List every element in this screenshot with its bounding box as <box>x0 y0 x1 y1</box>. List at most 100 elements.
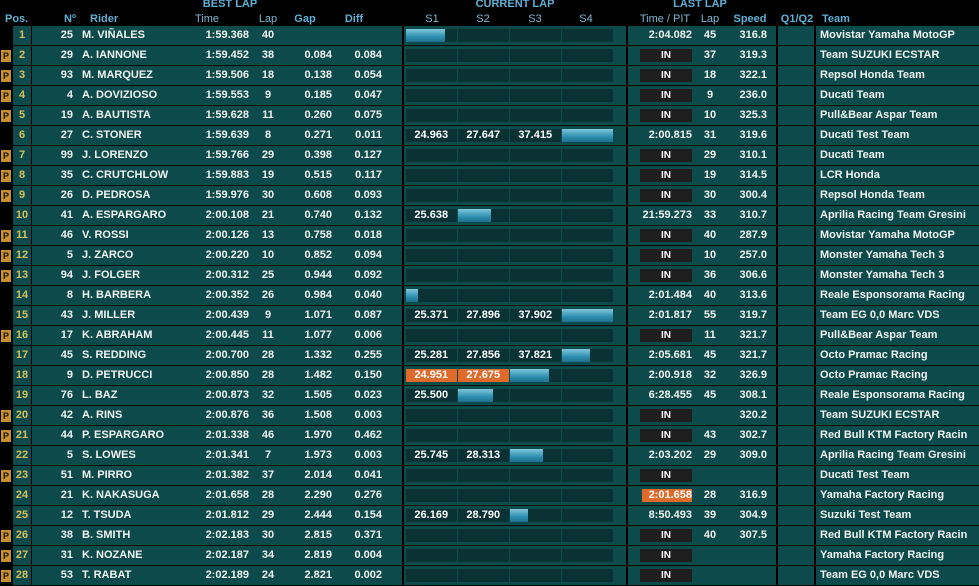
team-cell: Yamaha Factory Racing <box>816 546 979 565</box>
table-row[interactable]: 14 8 H. BARBERA 2:00.352 26 0.984 0.040 2:01.48… <box>0 286 979 306</box>
rider-info-cell: 53 T. RABAT 2:02.189 24 2.821 0.002 <box>32 566 402 585</box>
table-row[interactable]: P 9 26 D. PEDROSA 1:59.976 30 0.608 0.093 IN 30 30… <box>0 186 979 206</box>
table-row[interactable]: P 20 42 A. RINS 2:00.876 36 1.508 0.003 IN 320.2 T… <box>0 406 979 426</box>
sector-2-track <box>458 309 509 322</box>
team-name: Monster Yamaha Tech 3 <box>820 269 945 281</box>
best-lap-number: 24 <box>261 569 275 581</box>
table-row[interactable]: 6 27 C. STONER 1:59.639 8 0.271 0.011 24.963 27.… <box>0 126 979 146</box>
table-row[interactable]: 25 12 T. TSUDA 2:01.812 29 2.444 0.154 26.169 28… <box>0 506 979 526</box>
table-row[interactable]: P 8 35 C. CRUTCHLOW 1:59.883 19 0.515 0.117 IN 19… <box>0 166 979 186</box>
team-name: Pull&Bear Aspar Team <box>820 109 938 121</box>
table-row[interactable]: P 23 51 M. PIRRO 2:01.382 37 2.014 0.041 IN Ducat… <box>0 466 979 486</box>
best-lap-time: 1:59.553 <box>205 89 249 101</box>
table-row[interactable]: 15 43 J. MILLER 2:00.439 9 1.071 0.087 25.371 27… <box>0 306 979 326</box>
last-lap-number <box>698 546 722 565</box>
pit-indicator: P <box>1 470 11 482</box>
gap: 1.482 <box>304 369 332 381</box>
table-row[interactable]: 22 5 S. LOWES 2:01.341 7 1.973 0.003 25.745 28.3… <box>0 446 979 466</box>
table-row[interactable]: P 2 29 A. IANNONE 1:59.452 38 0.084 0.084 IN 37 31… <box>0 46 979 66</box>
table-row[interactable]: P 5 19 A. BAUTISTA 1:59.628 11 0.260 0.075 IN 10 3… <box>0 106 979 126</box>
team-cell: Movistar Yamaha MotoGP <box>816 26 979 45</box>
pit-cell: P <box>0 226 12 245</box>
sector-2-track <box>458 469 509 482</box>
rider-info-cell: 46 V. ROSSI 2:00.126 13 0.758 0.018 <box>32 226 402 245</box>
table-row[interactable]: P 12 5 J. ZARCO 2:00.220 10 0.852 0.094 IN 10 257.… <box>0 246 979 266</box>
table-row[interactable]: 10 41 A. ESPARGARO 2:00.108 21 0.740 0.132 25.6… <box>0 206 979 226</box>
table-row[interactable]: P 13 94 J. FOLGER 2:00.312 25 0.944 0.092 IN 36 30… <box>0 266 979 286</box>
last-lap-cell: IN 320.2 <box>628 406 776 425</box>
table-row[interactable]: 24 21 K. NAKASUGA 2:01.658 28 2.290 0.276 2:01.… <box>0 486 979 506</box>
rider-info-cell: 93 M. MARQUEZ 1:59.506 18 0.138 0.054 <box>32 66 402 85</box>
table-row[interactable]: P 4 4 A. DOVIZIOSO 1:59.553 9 0.185 0.047 IN 9 236… <box>0 86 979 106</box>
q1q2-cell <box>778 126 814 145</box>
rider-number: 51 <box>60 469 73 481</box>
sector-3-time: 37.902 <box>518 309 553 321</box>
q1q2-cell <box>778 246 814 265</box>
in-pit-badge: IN <box>640 409 692 422</box>
last-lap-number: 45 <box>703 29 717 41</box>
rider-info-cell: 76 L. BAZ 2:00.873 32 1.505 0.023 <box>32 386 402 405</box>
last-lap-cell: IN 36 306.6 <box>628 266 776 285</box>
best-lap-time: 1:59.628 <box>205 109 249 121</box>
sector-2-track <box>458 269 509 282</box>
position: 9 <box>18 189 26 201</box>
rider-info-cell: 9 D. PETRUCCI 2:00.850 28 1.482 0.150 <box>32 366 402 385</box>
team-cell: Red Bull KTM Factory Racin <box>816 426 979 445</box>
table-row[interactable]: P 3 93 M. MARQUEZ 1:59.506 18 0.138 0.054 IN 18 32… <box>0 66 979 86</box>
sector-3-track <box>510 109 561 122</box>
table-row[interactable]: P 7 99 J. LORENZO 1:59.766 29 0.398 0.127 IN 29 31… <box>0 146 979 166</box>
pit-cell <box>0 446 12 465</box>
team-cell: Repsol Honda Team <box>816 66 979 85</box>
sector-4-track <box>562 389 613 402</box>
rider-name: S. LOWES <box>82 449 136 461</box>
table-row[interactable]: P 27 31 K. NOZANE 2:02.187 34 2.819 0.004 IN Yama… <box>0 546 979 566</box>
table-row[interactable]: P 21 44 P. ESPARGARO 2:01.338 46 1.970 0.462 IN 4… <box>0 426 979 446</box>
best-lap-number: 25 <box>261 269 275 281</box>
rider-info-cell: 41 A. ESPARGARO 2:00.108 21 0.740 0.132 <box>32 206 402 225</box>
current-lap-cell <box>404 186 626 205</box>
team-cell: Ducati Test Team <box>816 126 979 145</box>
gap: 0.984 <box>304 289 332 301</box>
table-row[interactable]: 17 45 S. REDDING 2:00.700 28 1.332 0.255 25.281… <box>0 346 979 366</box>
in-pit-badge: IN <box>640 49 692 62</box>
rider-number: 12 <box>60 509 73 521</box>
table-row[interactable]: P 16 17 K. ABRAHAM 2:00.445 11 1.077 0.006 IN 11 3… <box>0 326 979 346</box>
sector-4-track <box>562 429 613 442</box>
team-name: Octo Pramac Racing <box>820 369 928 381</box>
sector-4-track <box>562 569 613 582</box>
sector-1-time: 24.963 <box>414 129 449 141</box>
sector-1-track <box>406 429 457 442</box>
sector-1-track <box>406 129 457 142</box>
sector-2-track <box>458 409 509 422</box>
rider-number: 43 <box>60 309 73 321</box>
position: 14 <box>15 289 29 301</box>
diff: 0.127 <box>354 149 382 161</box>
last-lap-number: 11 <box>704 329 716 341</box>
table-row[interactable]: P 28 53 T. RABAT 2:02.189 24 2.821 0.002 IN Team … <box>0 566 979 586</box>
position: 1 <box>18 29 26 41</box>
diff: 0.040 <box>354 289 382 301</box>
table-row[interactable]: P 11 46 V. ROSSI 2:00.126 13 0.758 0.018 IN 40 287… <box>0 226 979 246</box>
sector-4-track <box>562 229 613 242</box>
current-lap-cell <box>404 286 626 305</box>
table-row[interactable]: 19 76 L. BAZ 2:00.873 32 1.505 0.023 25.500 6:28… <box>0 386 979 406</box>
table-row[interactable]: P 26 38 B. SMITH 2:02.183 30 2.815 0.371 IN 40 307… <box>0 526 979 546</box>
rider-info-cell: 29 A. IANNONE 1:59.452 38 0.084 0.084 <box>32 46 402 65</box>
best-lap-number: 8 <box>264 129 272 141</box>
last-lap-number: 45 <box>703 389 717 401</box>
sector-2-track <box>458 49 509 62</box>
rider-name: C. STONER <box>82 129 142 141</box>
pit-indicator: P <box>1 530 11 542</box>
diff: 0.003 <box>354 409 382 421</box>
sector-1-track <box>406 109 457 122</box>
sector-3-track <box>510 49 561 62</box>
sector-4-track <box>562 109 613 122</box>
table-row[interactable]: 18 9 D. PETRUCCI 2:00.850 28 1.482 0.150 24.951… <box>0 366 979 386</box>
table-row[interactable]: 1 25 M. VIÑALES 1:59.368 40 2:04.082 45 316.8 Mo… <box>0 26 979 46</box>
best-lap-number: 21 <box>261 209 275 221</box>
sector-4-track <box>562 509 613 522</box>
current-lap-cell <box>404 246 626 265</box>
last-lap-cell: IN 10 257.0 <box>628 246 776 265</box>
sector-3-track <box>510 209 561 222</box>
gap: 0.398 <box>304 149 332 161</box>
